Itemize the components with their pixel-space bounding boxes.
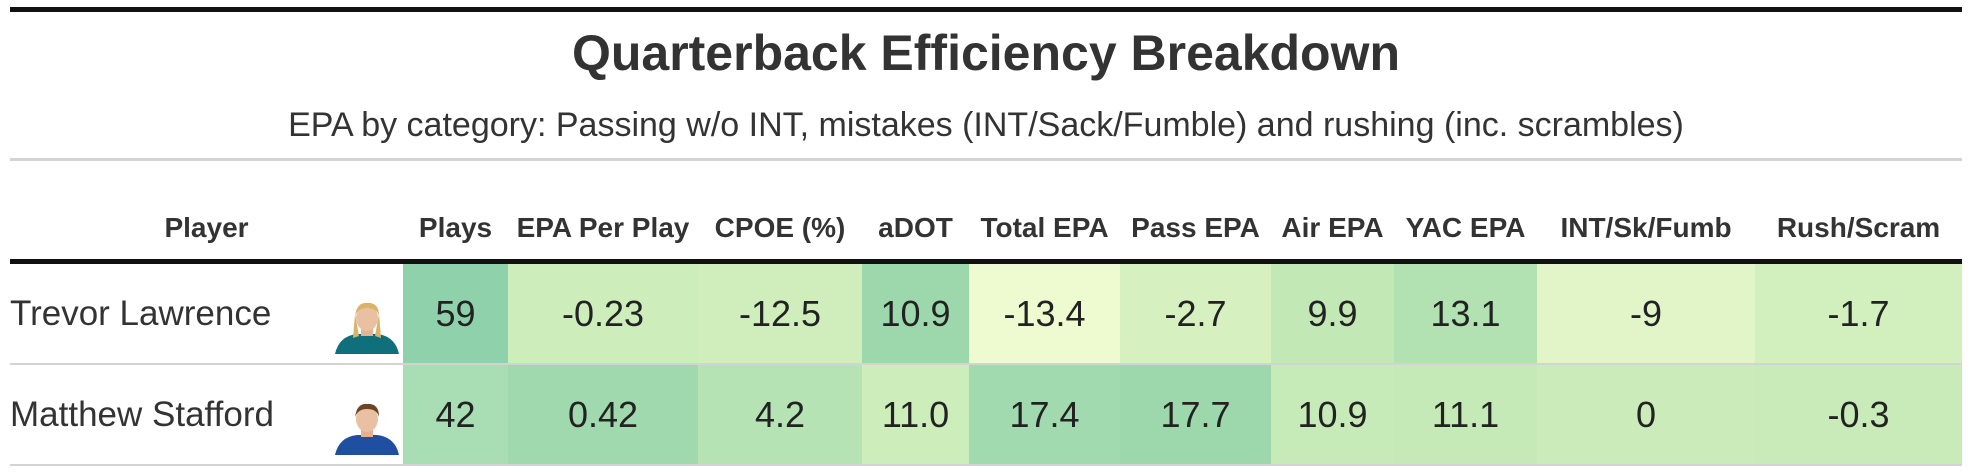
- subtitle: EPA by category: Passing w/o INT, mistak…: [288, 106, 1684, 144]
- value-cell: -0.3: [1755, 364, 1963, 466]
- table: Player Plays EPA Per Play CPOE (%) aDOT Total…: [10, 158, 1963, 466]
- table-row: Trevor Lawrence 59 -0.23 -12.5 10.9 -13.4 -2.7…: [10, 261, 1963, 365]
- table-body: Trevor Lawrence 59 -0.23 -12.5 10.9 -13.4 -2.7…: [10, 261, 1963, 466]
- value-cell: 17.7: [1120, 364, 1272, 466]
- column-header: YAC EPA: [1394, 158, 1538, 264]
- column-header: aDOT: [862, 158, 970, 264]
- value-cell: -2.7: [1120, 261, 1272, 365]
- column-header: Total EPA: [969, 158, 1121, 264]
- value-cell: -9: [1537, 261, 1756, 365]
- column-header: Rush/Scram: [1755, 158, 1963, 264]
- value-cell: -13.4: [969, 261, 1121, 365]
- value-cell: 10.9: [862, 261, 970, 365]
- value-cell: -12.5: [698, 261, 863, 365]
- column-header: Player: [10, 158, 404, 264]
- value-cell: 11.0: [862, 364, 970, 466]
- value-cell: 11.1: [1394, 364, 1538, 466]
- player-photo: [335, 302, 400, 354]
- column-header: Pass EPA: [1120, 158, 1272, 264]
- value-cell: 9.9: [1271, 261, 1395, 365]
- value-cell: 42: [403, 364, 509, 466]
- value-cell: 59: [403, 261, 509, 365]
- column-header: EPA Per Play: [508, 158, 699, 264]
- column-header: INT/Sk/Fumb: [1537, 158, 1756, 264]
- photo-cell: [308, 261, 404, 365]
- value-cell: 4.2: [698, 364, 863, 466]
- column-header: CPOE (%): [698, 158, 863, 264]
- title: Quarterback Efficiency Breakdown: [571, 25, 1401, 81]
- column-header: Plays: [403, 158, 509, 264]
- value-cell: -0.23: [508, 261, 699, 365]
- value-cell: 10.9: [1271, 364, 1395, 466]
- header-row: Player Plays EPA Per Play CPOE (%) aDOT Total…: [10, 158, 1963, 264]
- player-name: Trevor Lawrence: [10, 261, 308, 365]
- player-name: Matthew Stafford: [10, 364, 308, 466]
- value-cell: 0: [1537, 364, 1756, 466]
- value-cell: 17.4: [969, 364, 1121, 466]
- value-cell: 0.42: [508, 364, 699, 466]
- value-cell: -1.7: [1755, 261, 1963, 365]
- top-rule: [10, 7, 1962, 12]
- photo-cell: [308, 364, 404, 466]
- value-cell: 13.1: [1394, 261, 1538, 365]
- column-header: Air EPA: [1271, 158, 1395, 264]
- player-photo: [335, 403, 400, 455]
- table-row: Matthew Stafford 42 0.42 4.2 11.0 17.4 17.7 10.…: [10, 364, 1963, 466]
